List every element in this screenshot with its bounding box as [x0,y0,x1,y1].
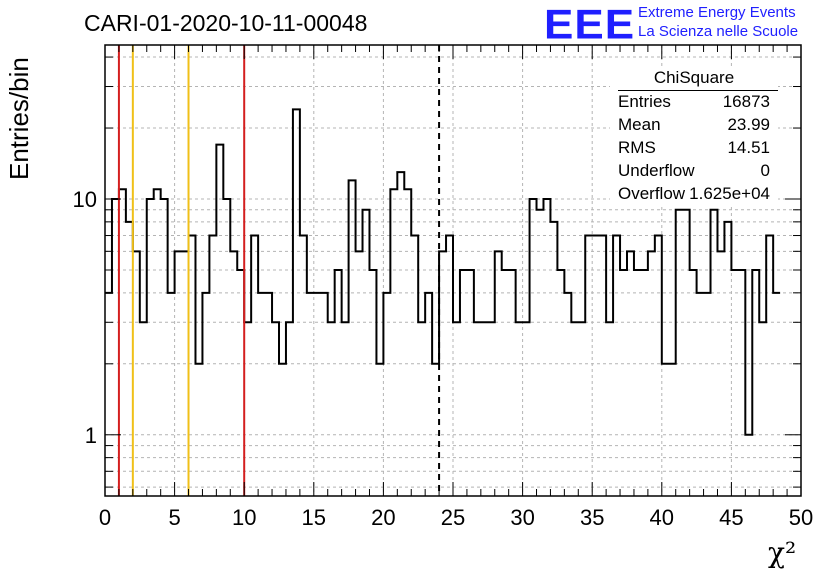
y-axis: 1 10 [73,56,801,488]
y-axis-label: Entries/bin [4,57,34,180]
stats-key: Overflow [618,184,686,203]
stats-value: 23.99 [727,115,770,134]
stats-row-mean: Mean 23.99 [618,115,778,137]
x-tick-label: 15 [302,505,326,530]
x-tick-label: 40 [650,505,674,530]
logo-caption-line1: Extreme Energy Events [638,4,796,21]
stats-key: Underflow [618,161,695,180]
y-tick-label: 10 [73,187,97,212]
x-tick-label: 50 [789,505,813,530]
stats-value: 14.51 [727,138,770,157]
stats-row-rms: RMS 14.51 [618,138,778,160]
histogram-line [105,108,781,436]
stats-title: ChiSquare [653,68,735,87]
stats-row-overflow: Overflow 1.625e+04 [618,184,778,206]
x-axis-label: χ² [768,536,797,569]
x-tick-label: 35 [580,505,604,530]
x-tick-label: 5 [168,505,180,530]
stats-key: Mean [618,115,661,134]
chart-title: CARI-01-2020-10-11-00048 [84,10,368,36]
x-axis: 0 5 10 15 20 25 30 35 40 45 50 [99,45,813,530]
stats-value: 16873 [722,92,770,111]
logo-caption: Extreme Energy Events La Scienza nelle S… [638,3,798,41]
x-tick-label: 20 [371,505,395,530]
stats-key: Entries [618,92,671,111]
x-tick-label: 10 [232,505,256,530]
stats-box: ChiSquare Entries 16873 Mean 23.99 RMS 1… [610,66,778,206]
eee-logo: EEE [544,1,636,48]
stats-key: RMS [618,138,656,157]
stats-divider [618,90,778,91]
x-tick-label: 45 [719,505,743,530]
histogram-series [105,108,781,436]
stats-value: 1.625e+04 [689,184,770,203]
stats-row-underflow: Underflow 0 [618,161,778,183]
x-tick-label: 0 [99,505,111,530]
logo-caption-line2: La Scienza nelle Scuole [638,23,799,40]
stats-value: 0 [760,161,770,180]
x-tick-label: 30 [510,505,534,530]
stats-row-entries: Entries 16873 [618,92,778,114]
x-tick-label: 25 [441,505,465,530]
y-tick-label: 1 [85,423,97,448]
reference-lines [117,45,441,496]
